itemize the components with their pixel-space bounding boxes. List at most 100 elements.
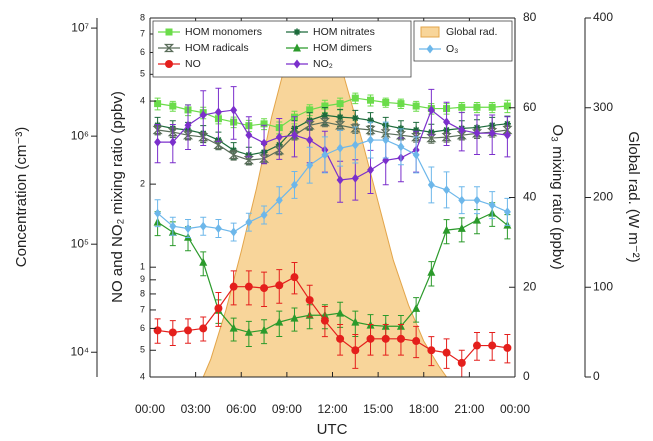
marker bbox=[488, 103, 496, 111]
marker bbox=[396, 334, 405, 343]
marker bbox=[411, 132, 422, 142]
marker bbox=[412, 126, 420, 134]
x-tick-label: 00:00 bbox=[135, 402, 165, 416]
marker bbox=[351, 114, 359, 122]
marker bbox=[367, 116, 375, 124]
marker bbox=[214, 223, 222, 233]
marker bbox=[336, 334, 345, 343]
marker bbox=[321, 111, 329, 119]
legend-label: HOM monomers bbox=[185, 26, 262, 38]
marker bbox=[488, 200, 496, 210]
marker bbox=[412, 102, 420, 110]
marker bbox=[260, 210, 268, 220]
marker bbox=[260, 120, 268, 128]
marker bbox=[154, 137, 162, 147]
y2-tick-label: 2 bbox=[140, 179, 145, 189]
marker bbox=[169, 221, 177, 231]
marker bbox=[336, 100, 344, 108]
marker bbox=[214, 107, 222, 117]
marker bbox=[198, 132, 209, 142]
y2-tick-label: 1 bbox=[140, 262, 145, 272]
marker bbox=[503, 130, 511, 140]
marker bbox=[488, 341, 497, 350]
marker bbox=[395, 131, 407, 140]
marker bbox=[275, 195, 283, 205]
y2-tick-label: 6 bbox=[140, 323, 145, 333]
x-tick-label: 12:00 bbox=[317, 402, 347, 416]
marker bbox=[199, 257, 208, 266]
marker bbox=[275, 281, 284, 290]
marker bbox=[230, 227, 238, 237]
marker bbox=[260, 138, 268, 148]
marker bbox=[427, 180, 435, 190]
legend: Global rad. O₃ bbox=[413, 20, 513, 62]
y2-tick-label: 4 bbox=[140, 371, 145, 381]
marker bbox=[199, 221, 207, 231]
x-tick-label: 21:00 bbox=[454, 402, 484, 416]
legend-label: HOM dimers bbox=[313, 42, 372, 54]
marker bbox=[153, 326, 162, 335]
legend-box bbox=[152, 20, 412, 78]
y2-tick-label: 4 bbox=[140, 95, 145, 105]
marker bbox=[184, 326, 193, 335]
legend-label: Global rad. bbox=[446, 26, 497, 38]
marker bbox=[293, 43, 301, 52]
marker bbox=[260, 284, 269, 293]
marker bbox=[351, 346, 360, 355]
y-tick-label: 10⁵ bbox=[71, 236, 89, 250]
marker bbox=[336, 175, 344, 185]
y2-tick-label: 5 bbox=[140, 69, 145, 79]
marker bbox=[367, 96, 375, 104]
marker bbox=[290, 313, 299, 322]
marker bbox=[426, 133, 437, 143]
y-tick-label: 10⁴ bbox=[70, 344, 89, 358]
y-axis-title: Concentration (cm⁻³) bbox=[13, 127, 30, 267]
marker bbox=[458, 125, 466, 135]
marker bbox=[350, 124, 361, 133]
x-axis-title: UTC bbox=[317, 421, 348, 438]
marker bbox=[336, 113, 344, 121]
marker bbox=[427, 346, 436, 355]
x-tick-label: 00:00 bbox=[500, 402, 530, 416]
marker bbox=[245, 217, 253, 227]
marker bbox=[380, 129, 391, 138]
marker bbox=[335, 121, 346, 130]
y4-tick-label: 400 bbox=[593, 10, 613, 24]
marker bbox=[244, 327, 253, 336]
marker bbox=[304, 121, 315, 130]
marker bbox=[293, 59, 301, 69]
y4-tick-label: 100 bbox=[593, 279, 613, 293]
marker bbox=[290, 273, 299, 282]
marker bbox=[228, 150, 239, 160]
legend-swatch bbox=[420, 26, 440, 38]
marker bbox=[306, 135, 314, 145]
marker bbox=[290, 130, 298, 140]
marker bbox=[427, 105, 435, 115]
y2-tick-label: 7 bbox=[140, 28, 145, 38]
marker bbox=[442, 225, 451, 234]
plot bbox=[152, 21, 513, 378]
y3-tick-label: 40 bbox=[523, 190, 537, 204]
legend-label: NO bbox=[185, 58, 201, 70]
marker bbox=[382, 98, 390, 106]
y3-tick-label: 20 bbox=[523, 279, 537, 293]
legend: HOM monomers HOM nitrates HOM radicals HOM … bbox=[152, 20, 412, 78]
marker bbox=[290, 180, 298, 190]
marker bbox=[336, 143, 344, 153]
marker bbox=[382, 135, 390, 145]
y2-tick-label: 6 bbox=[140, 47, 145, 57]
marker bbox=[473, 195, 481, 205]
marker bbox=[275, 132, 283, 142]
y-tick-label: 10⁷ bbox=[71, 20, 89, 34]
y4-tick-label: 0 bbox=[593, 369, 600, 383]
marker bbox=[458, 195, 466, 205]
marker bbox=[321, 102, 329, 110]
marker bbox=[245, 130, 253, 140]
marker bbox=[274, 146, 285, 155]
marker bbox=[154, 100, 162, 108]
marker bbox=[165, 60, 173, 68]
marker bbox=[154, 208, 162, 218]
y2-tick-label: 7 bbox=[140, 304, 145, 314]
marker bbox=[184, 120, 192, 130]
y2-tick-label: 5 bbox=[140, 345, 145, 355]
